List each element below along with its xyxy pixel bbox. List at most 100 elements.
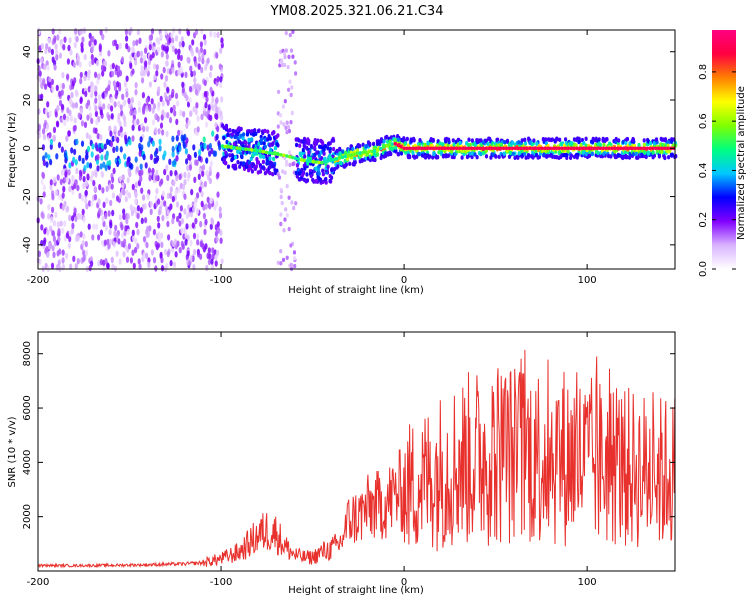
spectrogram-cell xyxy=(279,120,283,125)
spectrogram-cell xyxy=(220,96,224,103)
spectrogram-cell xyxy=(86,145,91,153)
snr-x-ticks: -200 -100 0 100 xyxy=(27,332,597,588)
spectrogram-cell xyxy=(180,36,184,43)
spectrogram-cell xyxy=(94,71,98,79)
spectrogram-ridge-cell xyxy=(475,146,480,151)
spectrogram-cell xyxy=(208,71,212,79)
spectrogram-cell xyxy=(92,223,96,230)
spectrogram-cell xyxy=(470,154,474,160)
spectrogram-cell xyxy=(441,154,445,159)
spectrogram-cell xyxy=(201,243,205,250)
spectrogram-cell xyxy=(453,151,457,157)
spectrogram-cell xyxy=(94,85,98,92)
spectrogram-cell xyxy=(564,137,568,142)
spectrogram-cell xyxy=(90,117,94,125)
spectrogram-cell xyxy=(211,247,215,254)
spectrogram-cell xyxy=(208,203,212,210)
spectrogram-cell xyxy=(272,156,276,162)
spectrogram-cell xyxy=(565,152,569,157)
spectrogram-cell xyxy=(40,43,44,50)
spectrogram-cell xyxy=(263,144,267,149)
spectrogram-cell xyxy=(517,140,521,145)
spectrogram-cell xyxy=(211,130,215,137)
spectrogram-cell xyxy=(138,150,142,157)
spectrogram-ridge-cell xyxy=(595,146,600,151)
spectrogram-cell xyxy=(285,130,289,135)
spectrogram-ridge-cell xyxy=(501,146,506,151)
spectrogram-cell xyxy=(92,179,96,187)
spectrogram-cell xyxy=(224,124,228,130)
spectrogram-cell xyxy=(324,176,328,182)
spectrogram-cell xyxy=(160,73,164,80)
spectrogram-cell xyxy=(181,40,185,48)
spectrogram-ridge-cell xyxy=(408,146,412,151)
spectrogram-cell xyxy=(201,53,205,60)
spectrogram-y-tick-label: 20 xyxy=(22,94,33,107)
spectrogram-cell xyxy=(124,195,128,203)
spectrogram-cell xyxy=(49,158,53,166)
spectrogram-cell xyxy=(71,188,75,196)
spectrogram-cell xyxy=(198,186,202,193)
spectrogram-cell xyxy=(195,46,199,53)
spectrogram-cell xyxy=(285,255,289,260)
spectrogram-cell xyxy=(135,221,139,229)
spectrogram-cell xyxy=(207,247,211,254)
spectrogram-ridge-cell xyxy=(416,146,421,151)
spectrogram-cell xyxy=(142,105,146,112)
spectrogram-cell xyxy=(491,152,495,157)
spectrogram-cell xyxy=(165,45,169,52)
spectrogram-cell xyxy=(185,122,189,129)
spectrogram-cell xyxy=(148,225,152,232)
spectrogram-ridge-cell xyxy=(235,146,239,150)
spectrogram-cell xyxy=(137,106,142,113)
spectrogram-cell xyxy=(116,160,120,168)
snr-x-tick-label: -200 xyxy=(27,577,50,588)
spectrogram-y-ticks: -40 -20 0 20 40 xyxy=(22,45,675,253)
spectrogram-cell xyxy=(451,138,455,143)
spectrogram-cell xyxy=(293,263,297,269)
spectrogram-cell xyxy=(253,151,257,156)
spectrogram-cell xyxy=(196,192,200,199)
spectrogram-cell xyxy=(144,60,148,67)
spectrogram-cell xyxy=(139,50,143,57)
spectrogram-cell xyxy=(131,135,135,142)
spectrogram-cell xyxy=(297,138,301,143)
spectrogram-cell xyxy=(301,147,305,153)
spectrogram-cell xyxy=(65,135,69,142)
spectrogram-cell xyxy=(527,136,531,141)
spectrogram-cell xyxy=(104,258,108,265)
spectrogram-cell xyxy=(307,150,311,155)
spectrogram-cell xyxy=(163,112,167,119)
spectrogram-cell xyxy=(81,208,85,216)
spectrogram-cell xyxy=(129,62,133,70)
spectrogram-cell xyxy=(58,52,63,59)
spectrogram-cell xyxy=(194,60,198,68)
spectrogram-cell xyxy=(68,214,72,221)
spectrogram-cell xyxy=(351,147,355,152)
spectrogram-cell xyxy=(134,198,138,205)
spectrogram-cell xyxy=(126,213,130,220)
spectrogram-cell xyxy=(59,220,63,227)
spectrogram-cell xyxy=(242,132,246,137)
spectrogram-cell xyxy=(215,113,219,120)
spectrogram-cell xyxy=(93,39,97,46)
spectrogram-y-tick-label: 0 xyxy=(22,145,33,151)
spectrogram-cell xyxy=(189,211,194,218)
spectrogram-cell xyxy=(165,34,170,41)
spectrogram-cell xyxy=(244,140,248,146)
spectrogram-ridge-cell xyxy=(578,146,582,151)
spectrogram-cell xyxy=(134,237,138,245)
spectrogram-cell xyxy=(101,187,105,194)
spectrogram-cell xyxy=(159,122,164,129)
spectrogram-cell xyxy=(572,137,577,142)
spectrogram-cell xyxy=(201,182,205,190)
spectrogram-cell xyxy=(63,220,67,227)
spectrogram-cell xyxy=(151,51,155,59)
spectrogram-cell xyxy=(188,164,193,171)
spectrogram-cell xyxy=(56,121,60,128)
spectrogram-cell xyxy=(178,145,182,152)
spectrogram-cell xyxy=(149,208,153,215)
spectrogram-cell xyxy=(69,263,73,270)
spectrogram-cell xyxy=(42,184,46,191)
spectrogram-cell xyxy=(41,172,46,180)
